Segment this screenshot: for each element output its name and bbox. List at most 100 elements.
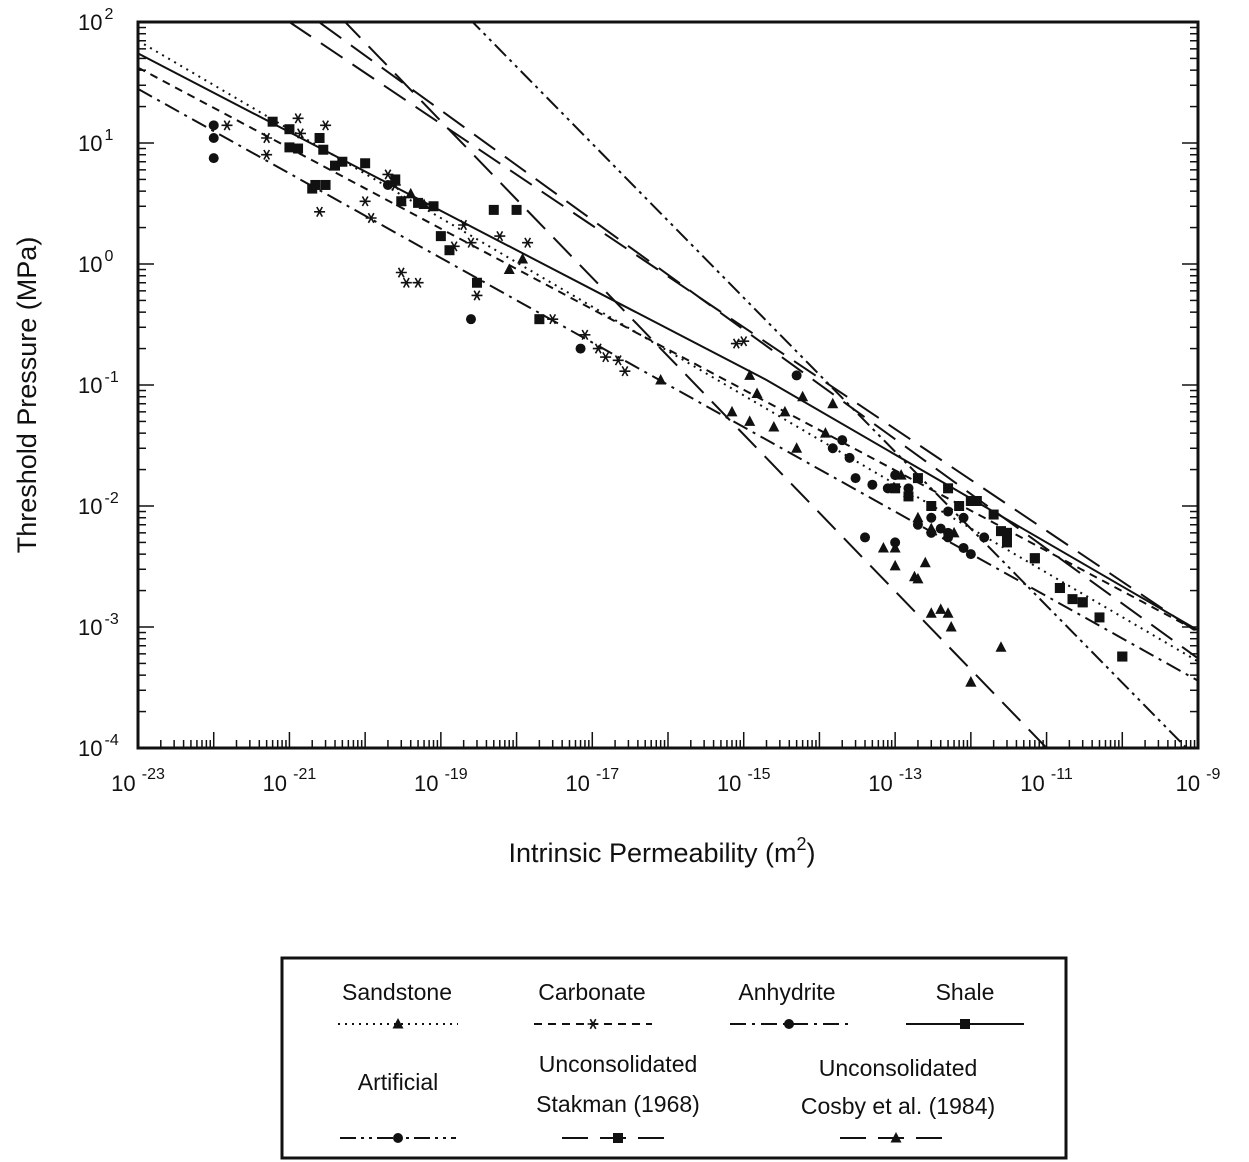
data-point-shale — [995, 526, 1006, 537]
data-point-shale — [310, 179, 321, 190]
data-point-anhydrite — [926, 527, 937, 538]
data-point-carbonate — [382, 169, 394, 180]
y-axis-label: Threshold Pressure (MPa) — [12, 237, 42, 554]
plot-area-frame — [136, 20, 1200, 750]
data-point-anhydrite — [465, 314, 476, 325]
data-point-carbonate — [738, 336, 750, 347]
data-point-artificial — [837, 435, 848, 446]
legend-samples — [338, 1018, 1024, 1143]
legend-label-cosby-line1: Unconsolidated — [819, 1055, 978, 1081]
data-point-artificial — [943, 506, 954, 517]
legend-marker-anhydrite — [784, 1019, 794, 1029]
fit-line-unconsolidated-stakman-1968 — [317, 22, 1198, 660]
data-point-carbonate — [365, 212, 377, 224]
data-point-carbonate — [579, 329, 591, 340]
data-point-shale — [511, 204, 522, 215]
data-point-sandstone — [919, 556, 931, 568]
data-point-artificial — [850, 473, 861, 484]
legend-marker-unconsolidated-stakman-1968 — [613, 1133, 623, 1143]
data-point-carbonate — [592, 343, 604, 354]
data-point-shale — [444, 245, 455, 256]
data-point-unconsolidated-stakman-1968 — [1054, 583, 1065, 594]
data-point-shale — [428, 201, 439, 212]
data-point-unconsolidated-stakman-1968 — [890, 483, 901, 494]
fit-line-unconsolidated-cosby-et-al-1984 — [343, 22, 1048, 748]
legend-label-shale: Shale — [936, 979, 995, 1005]
data-point-artificial — [903, 483, 914, 494]
data-point-shale — [954, 501, 965, 511]
data-points — [208, 113, 1128, 687]
y-tick-label: 10 1 — [78, 127, 113, 156]
data-point-carbonate — [465, 237, 477, 248]
legend-label-cosby-line2: Cosby et al. (1984) — [801, 1093, 995, 1119]
data-point-sandstone — [995, 641, 1007, 652]
data-point-sandstone — [405, 187, 417, 199]
data-point-carbonate — [458, 219, 470, 231]
y-tick-label: 10 -3 — [78, 611, 119, 640]
data-point-shale — [1001, 537, 1012, 548]
data-point-carbonate — [221, 120, 233, 131]
data-point-unconsolidated-cosby-et-al-1984 — [912, 572, 924, 584]
data-point-shale — [1094, 612, 1105, 623]
data-point-sandstone — [935, 603, 947, 614]
data-point-anhydrite — [935, 523, 946, 534]
data-point-shale — [330, 160, 341, 171]
x-axis-label-sup: 2 — [797, 834, 807, 854]
data-point-carbonate — [295, 128, 306, 139]
data-point-anhydrite — [958, 512, 969, 523]
data-point-sandstone — [827, 397, 839, 409]
data-point-sandstone — [791, 442, 803, 453]
data-point-sandstone — [503, 263, 515, 275]
data-point-unconsolidated-stakman-1968 — [1001, 527, 1012, 538]
data-point-carbonate — [292, 113, 304, 124]
data-point-sandstone — [655, 373, 667, 385]
data-point-sandstone — [912, 511, 924, 523]
data-point-carbonate — [320, 120, 332, 131]
data-point-sandstone — [768, 420, 780, 432]
x-axis-label-close: ) — [807, 838, 816, 868]
legend-label-carbonate: Carbonate — [538, 979, 645, 1005]
x-tick-label: 10 -9 — [1176, 766, 1221, 796]
legend-marker-shale — [960, 1019, 970, 1029]
data-point-carbonate — [400, 277, 412, 288]
x-tick-label: 10 -21 — [263, 766, 317, 796]
data-point-artificial — [791, 370, 802, 381]
x-tick-label: 10 -23 — [111, 766, 165, 796]
x-tick-label: 10 -17 — [565, 766, 619, 796]
data-point-artificial — [827, 443, 838, 454]
data-point-anhydrite — [208, 132, 219, 143]
legend-marker-artificial — [393, 1133, 403, 1143]
data-point-sandstone — [877, 541, 889, 553]
fit-line-shale — [138, 52, 1198, 632]
data-point-shale — [360, 158, 371, 169]
y-tick-label: 10 2 — [78, 6, 113, 35]
data-point-shale — [390, 174, 401, 185]
fit-line-extra-0 — [288, 22, 1198, 634]
legend-label-artificial: Artificial — [358, 1069, 439, 1095]
y-tick-label: 10 -4 — [78, 732, 119, 761]
data-point-artificial — [890, 470, 901, 481]
data-point-shale — [988, 509, 999, 520]
legend-marker-sandstone — [392, 1018, 404, 1029]
data-point-carbonate — [471, 290, 483, 301]
data-point-carbonate — [395, 267, 407, 278]
data-point-anhydrite — [575, 343, 586, 354]
data-point-carbonate — [412, 277, 424, 288]
data-point-carbonate — [261, 149, 273, 160]
data-point-artificial — [926, 512, 937, 523]
data-point-anhydrite — [208, 120, 219, 131]
data-point-anhydrite — [965, 549, 976, 560]
data-point-carbonate — [314, 206, 326, 217]
data-point-shale — [912, 473, 923, 484]
x-tick-label: 10 -11 — [1020, 766, 1073, 796]
fit-line-anhydrite — [138, 88, 1198, 682]
fit-line-artificial — [471, 22, 1188, 748]
data-point-shale — [413, 197, 424, 208]
legend-label-anhydrite: Anhydrite — [738, 979, 835, 1005]
data-point-unconsolidated-stakman-1968 — [965, 495, 976, 506]
data-point-artificial — [979, 532, 990, 543]
x-tick-label: 10 -15 — [717, 766, 771, 796]
y-tick-label: 10 -1 — [78, 369, 119, 398]
data-point-shale — [435, 231, 446, 242]
